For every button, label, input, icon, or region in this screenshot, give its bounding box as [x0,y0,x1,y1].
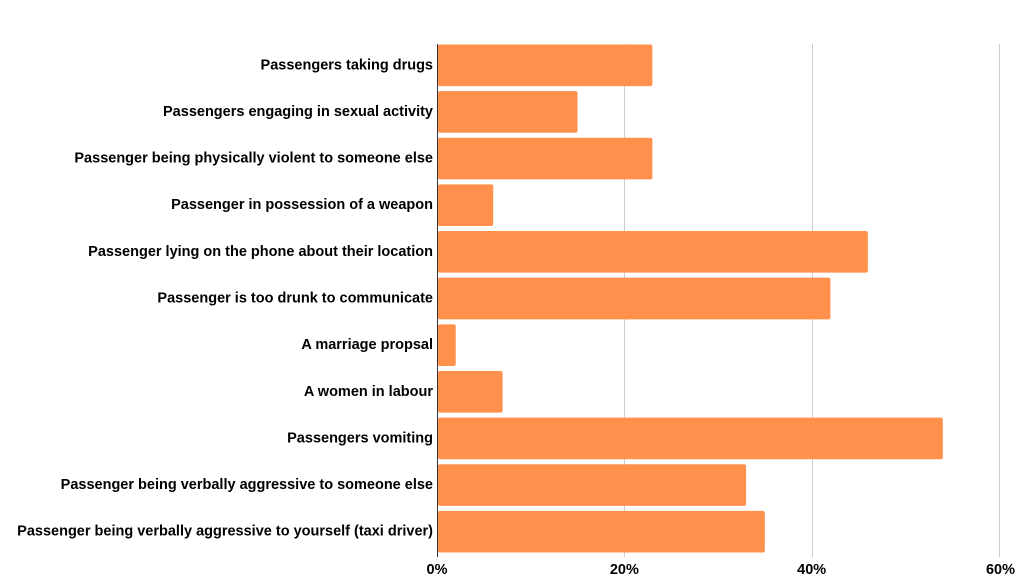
category-label: A women in labour [304,384,434,400]
x-tick-label: 60% [986,562,1015,578]
category-label: A marriage propsal [301,337,433,353]
bar [438,370,503,413]
category-label: Passenger being verbally aggressive to s… [61,477,433,493]
bar [438,231,868,273]
bar [438,137,653,180]
category-label: Passenger lying on the phone about their… [88,244,433,260]
bar [438,324,456,366]
bars [438,44,943,553]
x-tick-label: 20% [610,562,639,578]
category-label: Passengers vomiting [287,430,433,446]
bar [438,91,578,133]
category-label: Passenger in possession of a weapon [171,197,433,213]
x-tick-label: 0% [427,562,448,578]
bar [438,417,943,460]
bar [438,510,765,553]
category-label: Passengers engaging in sexual activity [163,104,433,120]
category-label: Passengers taking drugs [261,57,433,73]
category-label: Passenger is too drunk to communicate [157,291,433,307]
category-label: Passenger being verbally aggressive to y… [17,524,433,540]
bar [438,464,747,506]
bar [438,44,653,87]
bar [438,277,831,320]
category-labels: Passengers taking drugs Passengers engagi… [17,57,433,539]
category-label: Passenger being physically violent to so… [74,151,433,167]
bar [438,184,494,227]
x-tick-label: 40% [797,562,826,578]
x-tick-labels: 0% 20% 40% 60% [427,562,1016,578]
